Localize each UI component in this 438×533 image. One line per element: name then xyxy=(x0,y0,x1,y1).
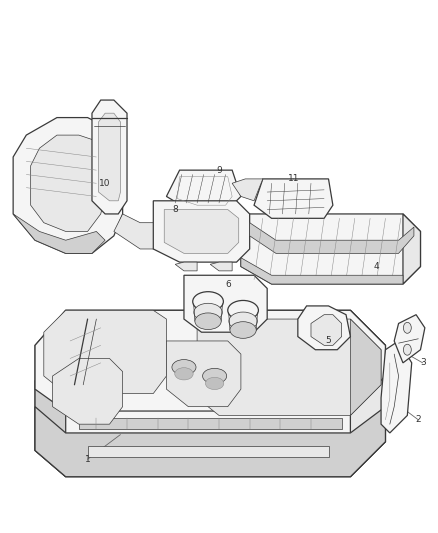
Polygon shape xyxy=(381,341,412,433)
Polygon shape xyxy=(164,209,239,253)
Polygon shape xyxy=(35,381,66,477)
Text: 5: 5 xyxy=(325,336,332,345)
Polygon shape xyxy=(311,314,342,345)
Text: 9: 9 xyxy=(216,166,222,175)
Polygon shape xyxy=(92,100,127,214)
Ellipse shape xyxy=(229,312,257,330)
Polygon shape xyxy=(210,262,232,271)
Text: 2: 2 xyxy=(416,415,421,424)
Polygon shape xyxy=(99,113,120,201)
Ellipse shape xyxy=(403,344,411,355)
Ellipse shape xyxy=(194,303,223,322)
Polygon shape xyxy=(232,179,263,201)
Text: 1: 1 xyxy=(85,455,91,464)
Polygon shape xyxy=(35,407,385,477)
Ellipse shape xyxy=(228,301,258,320)
Polygon shape xyxy=(241,258,403,284)
Polygon shape xyxy=(298,306,350,350)
Polygon shape xyxy=(114,214,175,249)
Polygon shape xyxy=(184,275,267,332)
Ellipse shape xyxy=(403,322,411,333)
Polygon shape xyxy=(250,223,414,253)
Polygon shape xyxy=(13,118,123,253)
Ellipse shape xyxy=(175,368,193,380)
Polygon shape xyxy=(166,170,241,209)
Text: 11: 11 xyxy=(288,174,299,183)
Ellipse shape xyxy=(172,360,196,375)
Polygon shape xyxy=(403,214,420,284)
Polygon shape xyxy=(44,310,166,393)
Polygon shape xyxy=(31,135,105,231)
Text: 3: 3 xyxy=(420,358,426,367)
Text: 6: 6 xyxy=(225,279,231,288)
Polygon shape xyxy=(350,310,385,477)
Ellipse shape xyxy=(205,377,224,390)
Text: 8: 8 xyxy=(172,205,178,214)
Polygon shape xyxy=(350,319,381,415)
Polygon shape xyxy=(394,314,425,363)
Polygon shape xyxy=(35,310,385,477)
Text: 10: 10 xyxy=(99,179,111,188)
Polygon shape xyxy=(53,359,123,424)
Ellipse shape xyxy=(203,368,227,384)
Polygon shape xyxy=(241,214,420,284)
Polygon shape xyxy=(153,201,250,262)
Ellipse shape xyxy=(195,313,221,329)
Polygon shape xyxy=(175,262,197,271)
Ellipse shape xyxy=(230,322,256,338)
Polygon shape xyxy=(79,418,342,429)
Polygon shape xyxy=(88,446,328,457)
Polygon shape xyxy=(13,214,105,253)
Polygon shape xyxy=(166,341,241,407)
Polygon shape xyxy=(35,310,385,411)
Polygon shape xyxy=(197,319,381,415)
Ellipse shape xyxy=(193,292,223,311)
Text: 4: 4 xyxy=(374,262,379,271)
Polygon shape xyxy=(254,179,333,219)
